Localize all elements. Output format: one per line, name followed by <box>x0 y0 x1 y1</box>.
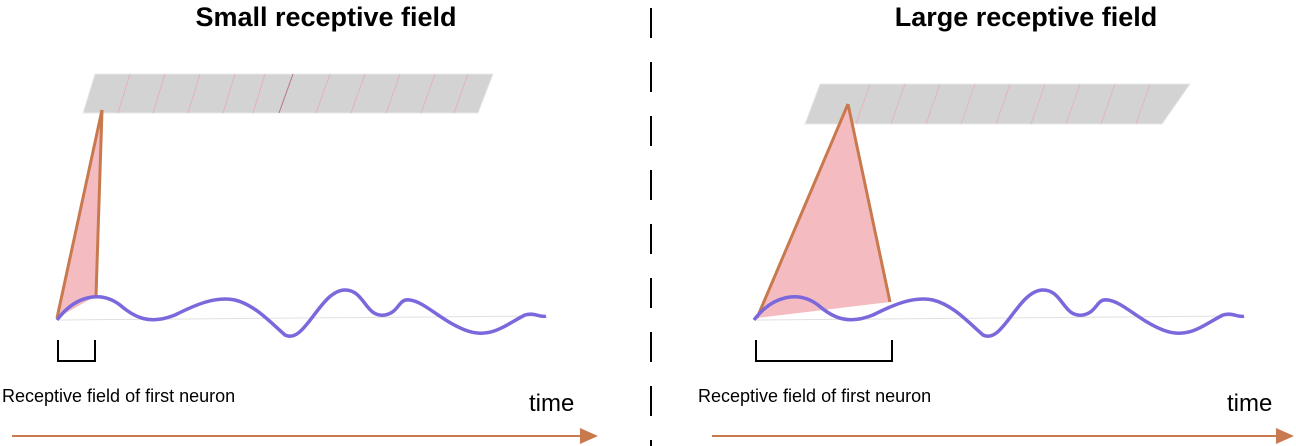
left-caption: Receptive field of first neuron <box>2 386 235 407</box>
left-signal-baseline <box>60 316 540 320</box>
right-signal-baseline <box>757 316 1240 320</box>
right-time-arrow-head <box>1276 428 1294 444</box>
left-layer-plane <box>83 74 493 113</box>
left-time-arrow-head <box>580 428 598 444</box>
right-caption: Receptive field of first neuron <box>698 386 931 407</box>
left-receptive-bracket <box>58 340 95 361</box>
left-signal-wave <box>57 290 546 336</box>
left-time-label: time <box>529 390 574 418</box>
right-receptive-bracket <box>756 340 892 361</box>
right-time-label: time <box>1227 390 1272 418</box>
